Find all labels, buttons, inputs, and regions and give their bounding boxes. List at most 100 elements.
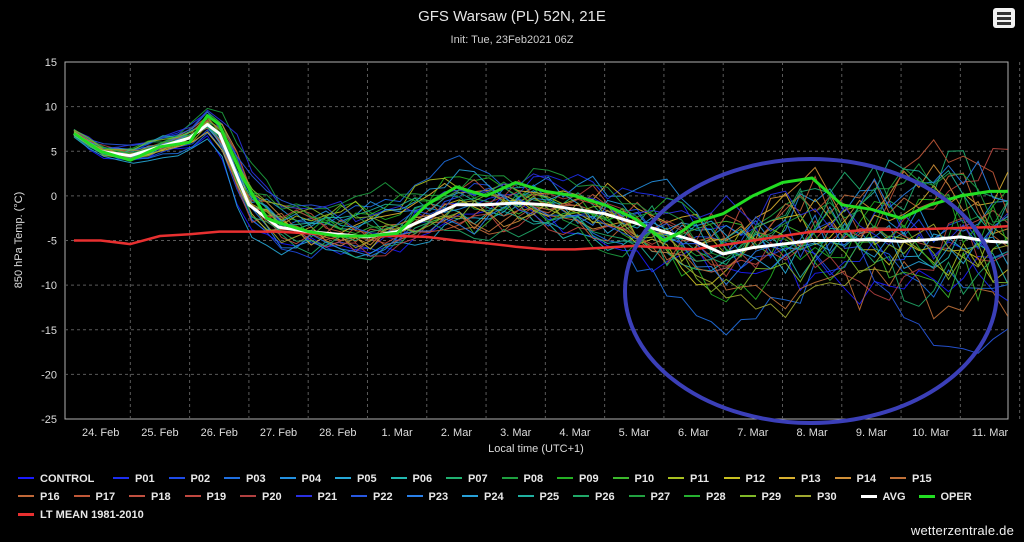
series-line-p27: [73, 123, 1008, 258]
x-tick-label: 6. Mar: [678, 427, 710, 439]
x-tick-label: 26. Feb: [201, 427, 238, 439]
legend-item-p11[interactable]: P11: [668, 472, 709, 486]
legend-label: P29: [761, 491, 782, 503]
y-axis-ticks: 15 10 5 0 -5 -10 -15 -20 -25: [41, 57, 57, 426]
legend-item-p06[interactable]: P06: [390, 472, 432, 486]
legend-label: P02: [190, 473, 211, 485]
legend-item-p17[interactable]: P17: [73, 490, 115, 504]
legend-label: P25: [539, 491, 560, 503]
legend-item-p18[interactable]: P18: [129, 490, 171, 504]
legend-label: P16: [40, 491, 60, 503]
y-tick-label: 10: [45, 102, 57, 114]
series-line-p14: [73, 116, 1008, 247]
legend-swatch: [834, 477, 851, 480]
legend-item-p25[interactable]: P25: [517, 490, 560, 504]
legend-item-p16[interactable]: P16: [18, 490, 60, 504]
x-axis-label: Local time (UTC+1): [488, 443, 584, 455]
series-line-lt-mean-1981-2010: [74, 224, 1008, 251]
legend-label: LT MEAN 1981-2010: [40, 509, 144, 521]
legend-item-p21[interactable]: P21: [295, 490, 338, 504]
legend-item-p19[interactable]: P19: [184, 490, 227, 504]
legend-swatch: [739, 495, 756, 498]
legend-item-p05[interactable]: P05: [335, 472, 377, 486]
legend-swatch: [723, 477, 740, 480]
legend-item-p30[interactable]: P30: [795, 490, 837, 504]
legend-label: P28: [706, 491, 726, 503]
y-tick-label: -15: [41, 325, 57, 337]
legend-swatch: [295, 495, 312, 498]
x-tick-label: 7. Mar: [737, 427, 769, 439]
legend-swatch: [918, 494, 935, 498]
x-tick-label: 28. Feb: [319, 427, 356, 439]
legend-label: P04: [301, 473, 322, 485]
x-tick-label: 9. Mar: [856, 427, 888, 439]
legend-item-p02[interactable]: P02: [168, 472, 211, 486]
x-tick-label: 2. Mar: [441, 427, 473, 439]
legend-item-p27[interactable]: P27: [628, 490, 670, 504]
series-line-p11: [73, 124, 1009, 277]
series-line-p26: [73, 126, 1009, 307]
legend-label: P23: [428, 491, 449, 503]
legend-swatch: [406, 495, 423, 498]
legend-item-p20[interactable]: P20: [240, 490, 282, 504]
highlight-ellipse: [623, 157, 999, 425]
legend-item-p12[interactable]: P12: [723, 472, 765, 486]
legend-swatch: [18, 477, 34, 480]
chart-canvas: 15 10 5 0 -5 -10 -15 -20 -25 24. Feb 25. Feb 26. F…: [13, 57, 1021, 455]
legend-label: OPER: [940, 491, 972, 503]
legend-swatch: [18, 512, 34, 516]
legend-swatch: [890, 477, 906, 480]
legend-item-p14[interactable]: P14: [834, 472, 876, 486]
legend-item-p29[interactable]: P29: [739, 490, 782, 504]
hamburger-menu-icon[interactable]: [993, 8, 1015, 28]
legend-label: P21: [317, 491, 338, 503]
x-tick-label: 24. Feb: [82, 427, 119, 439]
legend-item-control[interactable]: CONTROL: [18, 472, 94, 486]
legend-item-p10[interactable]: P10: [612, 472, 654, 486]
credit-text: wetterzentrale.de: [910, 523, 1014, 538]
x-tick-label: 11. Mar: [972, 427, 1009, 439]
legend-label: P22: [373, 491, 393, 503]
legend-label: AVG: [882, 491, 906, 503]
legend-swatch: [684, 495, 700, 498]
legend-item-p09[interactable]: P09: [557, 472, 599, 486]
legend-item-p23[interactable]: P23: [406, 490, 449, 504]
legend-item-p03[interactable]: P03: [224, 472, 266, 486]
legend-item-lt-mean-1981-2010[interactable]: LT MEAN 1981-2010: [18, 508, 144, 522]
x-tick-label: 5. Mar: [619, 427, 651, 439]
named-series: [73, 114, 1008, 256]
legend-item-avg[interactable]: AVG: [860, 490, 906, 504]
legend-item-p07[interactable]: P07: [446, 472, 488, 486]
legend-label: P19: [206, 491, 227, 503]
legend-swatch: [129, 495, 145, 498]
legend-item-p08[interactable]: P08: [501, 472, 544, 486]
legend-item-p04[interactable]: P04: [279, 472, 322, 486]
legend-swatch: [573, 495, 589, 498]
legend-label: P09: [579, 473, 599, 485]
y-tick-label: 15: [45, 57, 57, 69]
legend-swatch: [224, 477, 240, 480]
legend-swatch: [184, 495, 201, 498]
x-tick-label: 4. Mar: [559, 427, 591, 439]
y-tick-label: -25: [41, 414, 57, 426]
legend-label: P08: [523, 473, 544, 485]
legend-swatch: [795, 495, 811, 498]
legend-item-oper[interactable]: OPER: [918, 490, 972, 504]
legend-item-p24[interactable]: P24: [462, 490, 504, 504]
legend-item-p26[interactable]: P26: [573, 490, 615, 504]
legend-item-p15[interactable]: P15: [890, 472, 932, 486]
x-tick-label: 10. Mar: [912, 427, 950, 439]
chart-subtitle: Init: Tue, 23Feb2021 06Z: [450, 34, 574, 46]
legend-swatch: [860, 494, 877, 498]
legend-swatch: [390, 477, 407, 480]
legend-label: P07: [468, 473, 488, 485]
legend-swatch: [462, 495, 478, 498]
legend-item-p13[interactable]: P13: [779, 472, 821, 486]
legend-swatch: [240, 495, 256, 498]
legend-item-p28[interactable]: P28: [684, 490, 726, 504]
legend-item-p01[interactable]: P01: [113, 472, 155, 486]
legend-label: P30: [817, 491, 837, 503]
legend-item-p22[interactable]: P22: [351, 490, 393, 504]
legend-swatch: [779, 477, 795, 480]
y-tick-label: -10: [41, 280, 57, 292]
